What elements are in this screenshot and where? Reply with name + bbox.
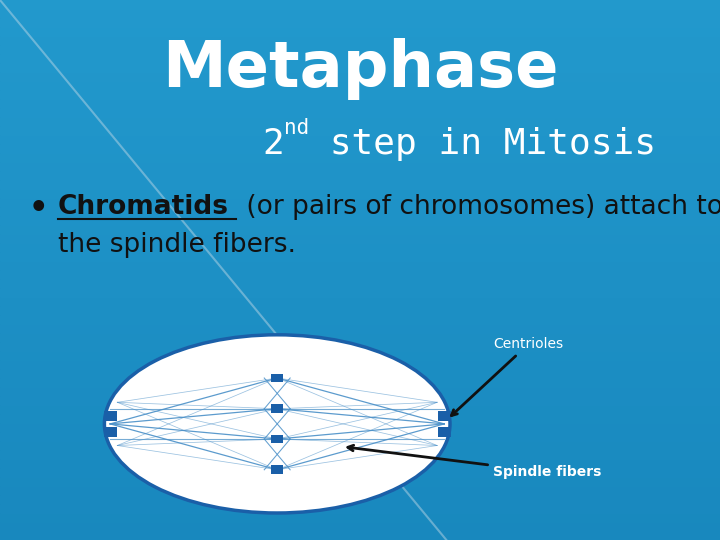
Bar	[0, 27, 720, 36]
Bar	[0, 225, 720, 234]
Text: the spindle fibers.: the spindle fibers.	[58, 232, 296, 258]
Bar	[0, 189, 720, 198]
Bar	[0, 252, 720, 261]
Bar	[0, 261, 720, 270]
Bar	[0, 144, 720, 153]
Bar	[0, 360, 720, 369]
Bar	[0, 486, 720, 495]
Bar	[0, 153, 720, 162]
Bar	[0, 18, 720, 27]
Text: Spindle fibers: Spindle fibers	[348, 446, 602, 480]
Text: nd: nd	[284, 118, 310, 138]
Bar	[0, 279, 720, 288]
Bar	[0, 63, 720, 72]
Bar	[0, 288, 720, 297]
FancyBboxPatch shape	[271, 374, 283, 382]
Bar	[0, 324, 720, 333]
Bar	[0, 9, 720, 18]
FancyBboxPatch shape	[271, 404, 283, 413]
Bar	[0, 351, 720, 360]
Bar	[0, 117, 720, 126]
FancyBboxPatch shape	[104, 427, 117, 436]
Bar	[0, 414, 720, 423]
Bar	[0, 441, 720, 450]
Ellipse shape	[104, 335, 450, 513]
Bar	[0, 171, 720, 180]
Bar	[0, 504, 720, 513]
Bar	[0, 72, 720, 81]
Bar	[0, 522, 720, 531]
Bar	[0, 432, 720, 441]
Bar	[0, 342, 720, 351]
Bar	[0, 450, 720, 459]
Text: Centrioles: Centrioles	[451, 338, 563, 416]
Bar	[0, 99, 720, 108]
FancyBboxPatch shape	[271, 435, 283, 443]
Bar	[0, 54, 720, 63]
Bar	[0, 0, 720, 9]
Bar	[0, 234, 720, 243]
Bar	[0, 216, 720, 225]
Bar	[0, 315, 720, 324]
Bar	[0, 297, 720, 306]
Bar	[0, 243, 720, 252]
Bar	[0, 405, 720, 414]
Bar	[0, 513, 720, 522]
Text: step in Mitosis: step in Mitosis	[308, 127, 656, 161]
FancyBboxPatch shape	[438, 411, 451, 421]
Bar	[0, 180, 720, 189]
FancyBboxPatch shape	[438, 427, 451, 436]
Bar	[0, 207, 720, 216]
Text: (or pairs of chromosomes) attach to: (or pairs of chromosomes) attach to	[238, 194, 720, 220]
Bar	[0, 126, 720, 135]
Text: Chromatids: Chromatids	[58, 194, 229, 220]
Bar	[0, 90, 720, 99]
Bar	[0, 495, 720, 504]
Bar	[0, 333, 720, 342]
Bar	[0, 81, 720, 90]
Text: •: •	[29, 194, 48, 224]
Bar	[0, 135, 720, 144]
Bar	[0, 423, 720, 432]
Text: Metaphase: Metaphase	[162, 38, 558, 100]
Bar	[0, 531, 720, 540]
Text: 2: 2	[263, 127, 284, 161]
Bar	[0, 198, 720, 207]
Bar	[0, 468, 720, 477]
FancyBboxPatch shape	[104, 411, 117, 421]
Bar	[0, 108, 720, 117]
Bar	[0, 270, 720, 279]
Bar	[0, 369, 720, 378]
Bar	[0, 306, 720, 315]
Bar	[0, 459, 720, 468]
Bar	[0, 477, 720, 486]
Bar	[0, 45, 720, 54]
FancyBboxPatch shape	[271, 465, 283, 474]
Bar	[0, 162, 720, 171]
Bar	[0, 36, 720, 45]
Bar	[0, 387, 720, 396]
Bar	[0, 396, 720, 405]
Bar	[0, 378, 720, 387]
